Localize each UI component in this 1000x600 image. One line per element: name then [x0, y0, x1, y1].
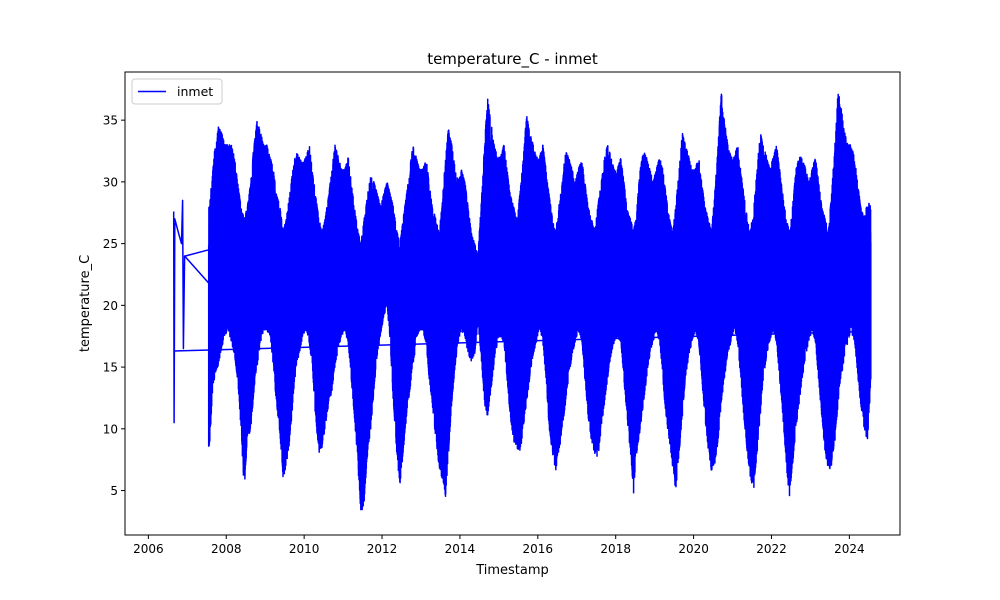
legend: inmet: [131, 78, 223, 105]
plot-frame: [124, 71, 901, 536]
y-tick-label: 25: [103, 237, 118, 251]
y-tick-label: 10: [103, 422, 118, 436]
series-line-inmet: [207, 93, 872, 511]
y-tick-label: 20: [103, 299, 118, 313]
y-tick-label: 15: [103, 361, 118, 375]
series-line-inmet: [172, 199, 186, 424]
x-tick-label: 2018: [600, 542, 631, 556]
x-tick-label: 2022: [756, 542, 787, 556]
series-layer: [172, 93, 872, 511]
x-tick-label: 2008: [211, 542, 242, 556]
x-tick-label: 2012: [367, 542, 398, 556]
plot-area: [124, 71, 901, 536]
x-tick-label: 2020: [678, 542, 709, 556]
series-connector-line: [185, 249, 209, 257]
x-tick-label: 2024: [834, 542, 865, 556]
series-connector-line: [184, 255, 210, 284]
x-tick-label: 2006: [133, 542, 164, 556]
x-tick-label: 2010: [289, 542, 320, 556]
x-axis-label: Timestamp: [475, 563, 549, 578]
y-tick-label: 30: [103, 175, 118, 189]
x-tick-label: 2016: [523, 542, 554, 556]
y-axis: 5 10 15 20 25 30 35: [103, 114, 125, 498]
y-tick-label: 5: [110, 484, 118, 498]
x-tick-label: 2014: [445, 542, 476, 556]
x-axis: 2006 2008 2010 2012 2014 2016 2018 2020 2022 2024: [133, 535, 865, 556]
legend-box: [131, 78, 223, 105]
y-tick-label: 35: [103, 114, 118, 128]
legend-label-inmet: inmet: [177, 84, 213, 99]
chart-title: temperature_C - inmet: [427, 50, 598, 69]
y-axis-label: temperature_C: [78, 255, 93, 352]
